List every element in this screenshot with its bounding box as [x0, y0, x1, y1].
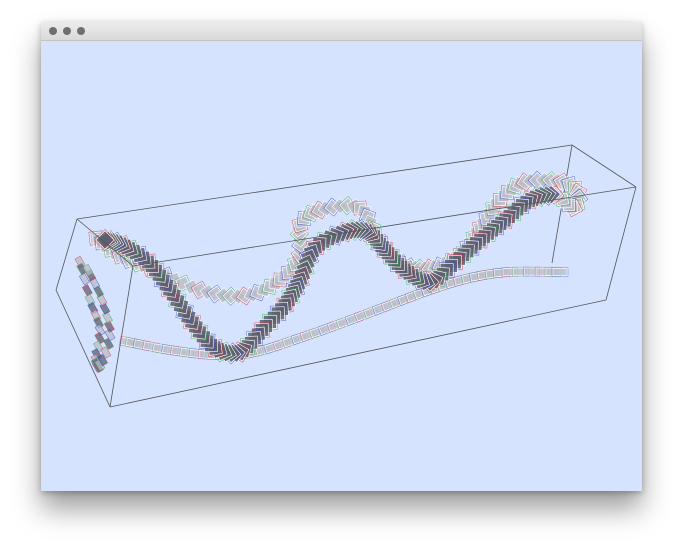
side-projection-face — [104, 328, 116, 342]
side-projection-segment — [94, 331, 106, 345]
close-window-button[interactable] — [49, 27, 57, 35]
box-edge — [132, 186, 637, 267]
box-edge — [55, 289, 111, 408]
side-projection-segment — [102, 311, 113, 324]
side-projection-face — [103, 337, 114, 350]
tube-path — [88, 170, 589, 365]
side-projection-face — [100, 346, 112, 359]
side-projection-face — [94, 331, 106, 345]
side-projection-face — [81, 284, 93, 297]
side-projection-segment — [79, 272, 90, 286]
tube-segment — [94, 229, 116, 251]
side-projection-face — [104, 320, 115, 333]
box-edge — [76, 218, 134, 267]
side-projection-segment — [97, 353, 108, 367]
side-projection-face — [102, 311, 113, 324]
shadow-wire — [551, 267, 569, 277]
tube-wire — [94, 229, 116, 251]
box-edge — [109, 299, 607, 408]
side-projection-segment — [104, 320, 115, 333]
tube-face — [95, 230, 115, 250]
side-projection-segment — [100, 346, 112, 359]
side-projection-segment — [81, 284, 93, 297]
shadow-segment — [551, 267, 569, 277]
box-edge — [76, 144, 573, 220]
3d-viewport[interactable] — [41, 41, 642, 491]
zoom-window-button[interactable] — [77, 27, 85, 35]
title-bar[interactable] — [41, 22, 642, 41]
shadow-face — [552, 268, 568, 276]
side-projection-face — [94, 323, 106, 337]
box-edge — [109, 265, 134, 408]
side-projection-segment — [82, 263, 94, 277]
minimize-window-button[interactable] — [63, 27, 71, 35]
bounding-box-front-edges — [55, 186, 637, 408]
side-projection-face — [79, 272, 90, 286]
side-projection-face — [97, 353, 108, 367]
box-edge — [605, 186, 637, 301]
side-projection-segment — [94, 323, 106, 337]
box-edge — [571, 144, 637, 188]
3d-scene[interactable] — [41, 41, 642, 491]
box-edge — [55, 218, 78, 291]
side-projection-segment — [104, 328, 116, 342]
side-projection-segment — [103, 337, 114, 350]
side-projection-face — [82, 263, 94, 277]
app-window — [41, 22, 642, 491]
